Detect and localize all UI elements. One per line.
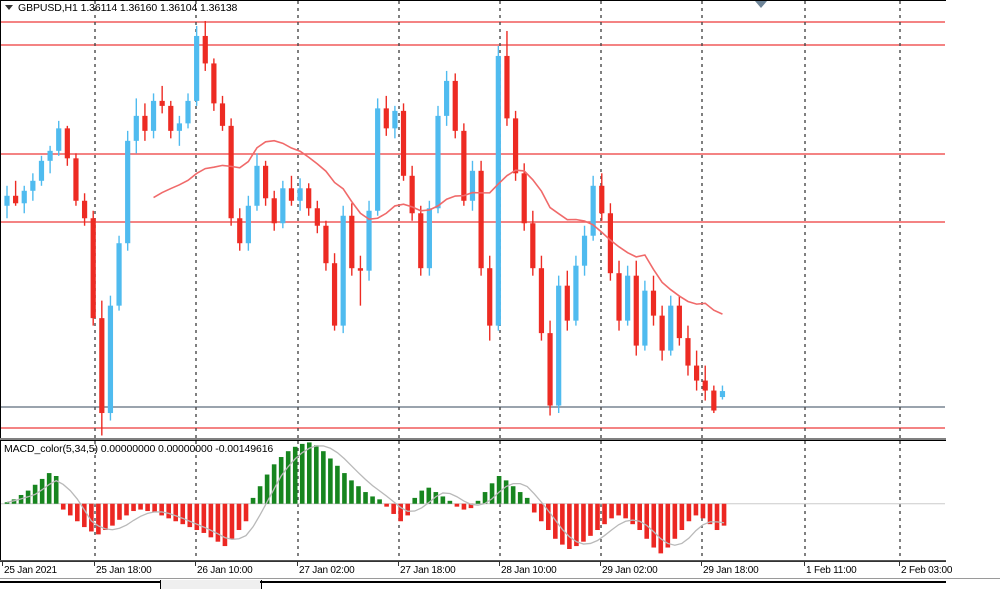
macd-bottom-border [0,560,946,561]
macd-histogram [4,442,727,554]
time-axis-tick [2,562,3,566]
macd-indicator-pane[interactable] [1,441,945,560]
time-axis-label: 29 Jan 18:00 [703,565,759,576]
pane-separator [0,438,946,440]
time-axis-tick [195,562,196,566]
time-axis-label: 26 Jan 10:00 [197,565,253,576]
time-axis-label: 27 Jan 18:00 [400,565,456,576]
collapse-caret-icon[interactable] [5,5,13,10]
time-axis-line [0,561,946,562]
window-top-border [0,0,1000,1]
time-axis-label: 29 Jan 02:00 [602,565,658,576]
chart-symbol-header: GBPUSD,H1 1.36114 1.36160 1.36104 1.3613… [18,2,238,14]
time-axis-tick [499,562,500,566]
time-axis-label: 25 Jan 18:00 [96,565,152,576]
time-axis-tick [398,562,399,566]
scrollbar-thumb[interactable] [160,580,262,589]
price-chart-canvas [1,1,945,438]
macd-indicator-header: MACD_color(5,34,5) 0.00000000 0.00000000… [4,443,274,455]
moving-average-line [153,139,723,315]
time-axis-label: 27 Jan 02:00 [299,565,355,576]
time-axis-tick [899,562,900,566]
horizontal-scrollbar[interactable] [0,578,1000,590]
price-axis[interactable]: 1.376201.375061.373801.372551.371301.370… [946,0,1000,561]
time-axis[interactable]: 25 Jan 2021 25 Jan 18:00 26 Jan 10:00 27 Ja… [0,561,952,578]
macd-canvas [1,441,945,560]
window-left-border [0,0,1,578]
candlestick-series [4,20,726,436]
time-axis-label: 25 Jan 2021 [4,565,57,576]
time-axis-tick [701,562,702,566]
time-axis-label: 2 Feb 03:00 [901,565,953,576]
price-chart-pane[interactable] [1,1,945,438]
scrollbar-track-right[interactable] [260,581,946,583]
macd-top-border [0,440,946,441]
macd-signal-line [6,445,725,546]
time-axis-label: 1 Feb 11:00 [806,565,857,576]
time-axis-tick [600,562,601,566]
time-axis-label: 28 Jan 10:00 [501,565,557,576]
down-triangle-marker-icon[interactable] [755,1,767,8]
time-axis-tick [804,562,805,566]
time-axis-tick [297,562,298,566]
scrollbar-track-left[interactable] [0,581,160,583]
time-axis-tick [94,562,95,566]
